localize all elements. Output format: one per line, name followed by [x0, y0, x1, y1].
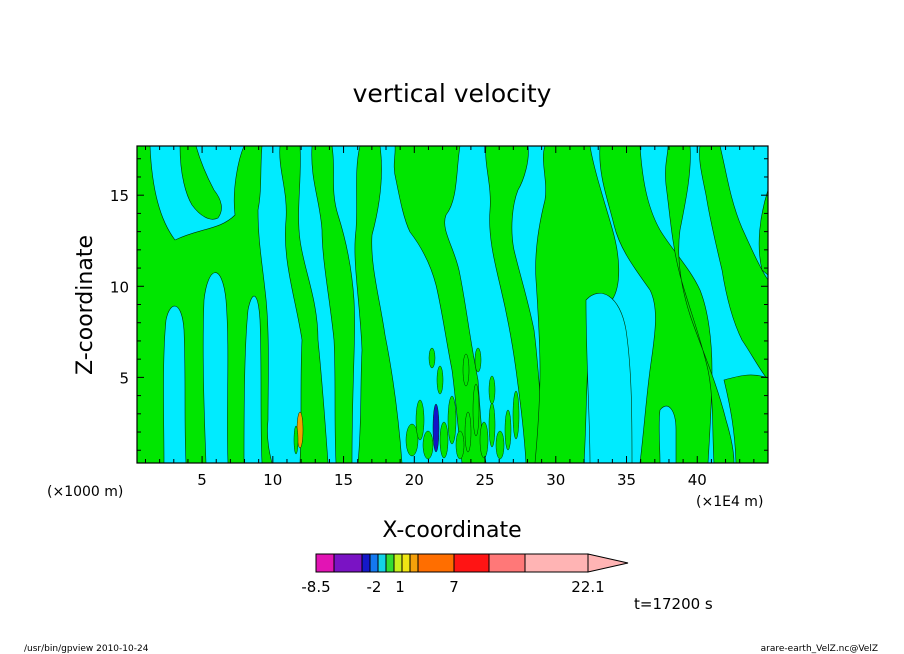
velocity-cell [405, 423, 419, 457]
colorbar-tick-label: 22.1 [571, 578, 604, 596]
x-tick-label: 25 [475, 471, 494, 489]
velocity-cell [495, 430, 505, 460]
velocity-cell [474, 347, 482, 373]
chart-title: vertical velocity [353, 79, 552, 108]
x-tick-label: 15 [334, 471, 353, 489]
colorbar [315, 553, 629, 573]
velocity-cell [464, 411, 472, 453]
velocity-cell [479, 421, 489, 459]
velocity-cell [432, 403, 440, 453]
colorbar-tick-labels: -8.5 -2 1 7 22.1 [301, 578, 604, 596]
contour-fields [137, 146, 768, 463]
velocity-cell [428, 347, 436, 369]
velocity-cell [488, 375, 496, 405]
colorbar-swatch [453, 553, 490, 573]
velocity-cell [415, 399, 425, 441]
velocity-cell [455, 430, 465, 460]
x-unit-left: (×1000 m) [47, 484, 123, 500]
x-tick-label: 20 [405, 471, 424, 489]
velocity-cell [436, 365, 444, 395]
y-tick-label: 15 [110, 187, 129, 205]
velocity-cell [422, 430, 434, 460]
x-tick-label: 35 [617, 471, 636, 489]
downdraft-region [202, 272, 229, 463]
updraft-region [758, 189, 768, 276]
x-axis: 5 10 15 20 25 30 35 40 [144, 146, 769, 489]
y-tick-label: 10 [110, 278, 129, 296]
velocity-cell [504, 409, 512, 451]
updraft-region [179, 146, 222, 220]
colorbar-swatch [377, 553, 387, 573]
downdraft-region [585, 293, 633, 463]
updraft-region [354, 146, 403, 463]
updraft-region [279, 146, 329, 463]
velocity-cell [447, 395, 457, 445]
colorbar-tick-label: 7 [449, 578, 459, 596]
footer-right: arare-earth_VelZ.nc@VelZ [761, 644, 878, 654]
x-tick-label: 10 [263, 471, 282, 489]
downdraft-region [163, 305, 187, 463]
velocity-cell [293, 425, 299, 455]
velocity-cell [512, 390, 520, 440]
updraft-region [699, 146, 768, 381]
y-axis: 5 10 15 [110, 158, 768, 451]
time-label: t=17200 s [634, 595, 713, 613]
colorbar-swatch [417, 553, 455, 573]
colorbar-swatch [333, 553, 363, 573]
x-tick-label: 30 [546, 471, 565, 489]
colorbar-swatch [488, 553, 526, 573]
colorbar-tick-label: 1 [395, 578, 405, 596]
x-unit-right: (×1E4 m) [696, 494, 763, 510]
plot-area [137, 146, 768, 463]
colorbar-swatch [401, 553, 411, 573]
colorbar-extension [587, 553, 629, 573]
footer-left: /usr/bin/gpview 2010-10-24 [24, 644, 149, 654]
x-tick-label: 5 [197, 471, 207, 489]
colorbar-swatch [315, 553, 335, 573]
x-tick-label: 40 [688, 471, 707, 489]
updraft-region [599, 146, 713, 463]
velocity-cell [472, 383, 480, 437]
updraft-region [311, 146, 355, 463]
colorbar-tick-label: -8.5 [301, 578, 330, 596]
velocity-cell [439, 421, 449, 459]
velocity-cell [488, 402, 496, 448]
colorbar-tick-label: -2 [367, 578, 382, 596]
x-axis-label: X-coordinate [382, 518, 521, 543]
colorbar-swatch [361, 553, 371, 573]
y-axis-label: Z-coordinate [73, 235, 98, 375]
colorbar-swatch [524, 553, 589, 573]
velocity-cell [462, 353, 470, 387]
colorbar-swatch [409, 553, 419, 573]
colorbar-swatch [385, 553, 395, 573]
colorbar-swatch [393, 553, 403, 573]
y-tick-label: 5 [119, 369, 129, 387]
updraft-region [723, 374, 768, 463]
downdraft-region [658, 405, 677, 463]
colorbar-swatch [369, 553, 379, 573]
downdraft-region [243, 295, 263, 463]
